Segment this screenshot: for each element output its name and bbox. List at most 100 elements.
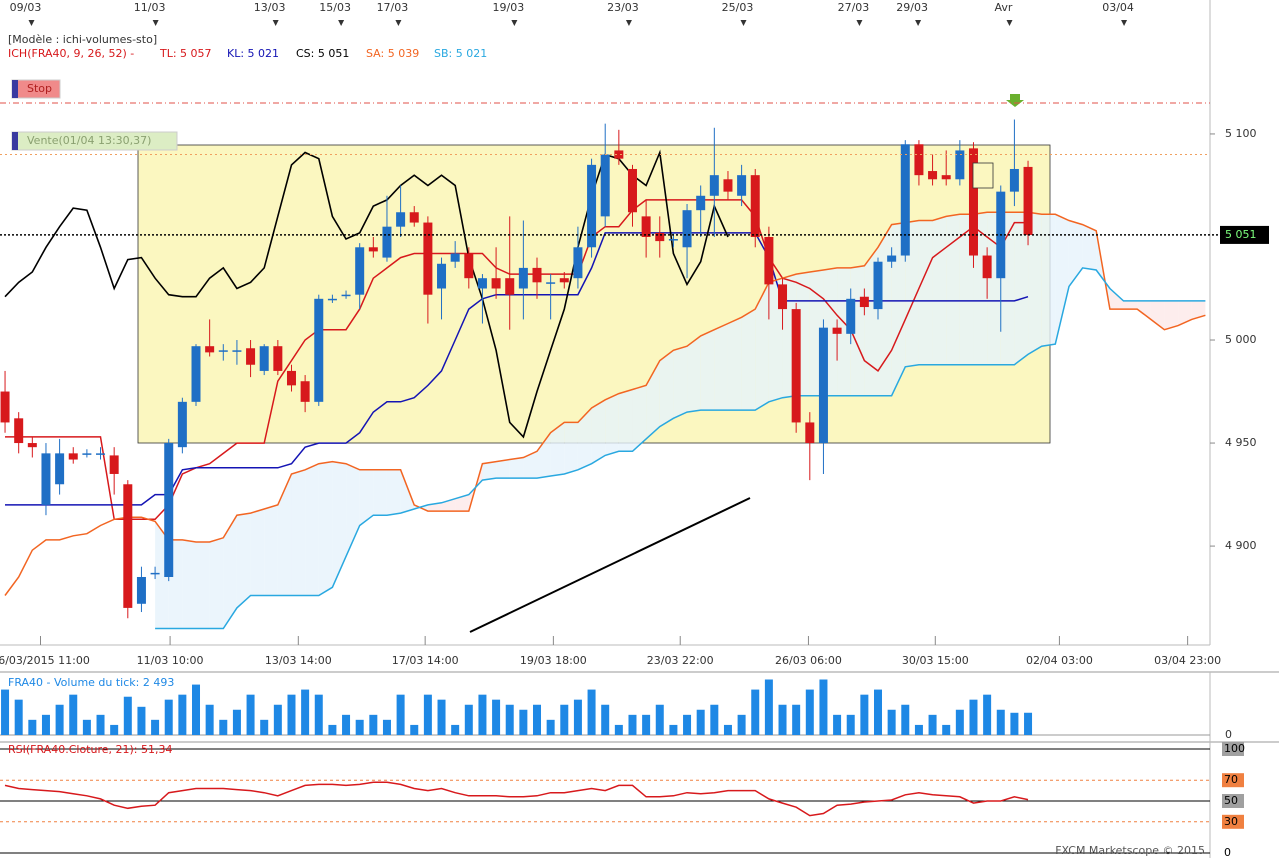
volume-bar [69,694,78,735]
candle-body [778,284,788,310]
indicator-line [5,199,1028,521]
marker-box [972,162,994,189]
signal-arrow [1006,94,1024,107]
volume-bar [28,719,37,735]
candle-body [737,175,747,196]
cloud [618,389,633,452]
volume-bar [464,704,473,735]
x-tick-label: 19/03 18:00 [520,654,587,667]
volume-bar [642,714,651,735]
date-tick [511,20,518,26]
volume-bar [96,714,105,735]
volume-bar [246,694,255,735]
level-label: Stop [27,82,52,95]
candle-body [641,216,651,237]
candle-body [396,212,406,227]
candle-body [191,346,201,402]
x-tick-label: 03/04 23:00 [1154,654,1221,667]
cloud [700,329,715,411]
cloud [359,469,374,526]
candle-body [846,298,856,334]
x-tick-label: 30/03 15:00 [902,654,969,667]
candle-body [764,236,774,285]
candle-body [477,278,487,289]
cloud [496,459,510,479]
volume-bar [123,696,132,735]
x-tick-label: 11/03 10:00 [137,654,204,667]
cloud [1028,212,1042,355]
volume-bar [260,719,269,735]
candle-body [205,346,215,353]
candle-body [914,144,924,176]
date-tick [395,20,402,26]
cloud [727,317,742,411]
candle-body [409,212,419,223]
cloud [209,537,224,629]
candle-body [627,168,637,213]
x-tick-label: 17/03 14:00 [392,654,459,667]
volume-bar [1024,712,1033,735]
volume-bar [710,704,719,735]
candle-body [164,443,174,577]
candle-body [0,391,10,423]
volume-bar [328,724,337,735]
cloud [455,494,469,512]
y-tick-label: 30 [1224,815,1238,828]
panel-title: FRA40 - Volume du tick: 2 493 [8,676,174,689]
cloud [1123,300,1138,310]
volume-bar [546,719,555,735]
volume-bar [833,714,842,735]
candle-body [532,267,542,283]
volume-bar [723,724,732,735]
cloud [1068,220,1083,287]
cloud [932,216,947,365]
date-tick [856,20,863,26]
volume-bar [751,689,760,735]
cloud [291,469,306,596]
volume-bar [369,714,378,735]
indicator-line [155,267,1206,630]
volume-bar [573,699,582,735]
candle-body [286,370,296,386]
candle-body [437,263,447,289]
date-tick-label: 27/03 [838,1,870,14]
cloud [591,399,606,464]
y-tick-box [1222,773,1244,788]
date-tick-label: 13/03 [254,1,286,14]
volume-bar [846,714,855,735]
volume-bar [683,714,692,735]
candle-body [246,348,256,365]
level-label: Vente(01/04 13:30,37) [27,134,151,147]
volume-bar [478,694,487,735]
candle-body [791,309,801,423]
candle-body [55,453,65,485]
cloud [564,422,578,474]
volume-bar [437,699,446,735]
volume-bar [519,709,528,735]
y-tick-label: 5 000 [1225,333,1257,346]
volume-bar [451,724,460,735]
cloud [1150,300,1165,330]
volume-bar [410,724,419,735]
candle-body [150,572,160,575]
candle-body [1023,166,1033,235]
candle-body [368,247,378,252]
last-price-box [1220,225,1269,244]
candle-body [655,232,665,242]
cloud [741,309,756,411]
candle-body [900,144,910,256]
candle-body [218,350,228,352]
volume-bar [696,709,705,735]
volume-bar [232,709,241,735]
cloud [1137,300,1151,320]
volume-bar [178,694,187,735]
cloud [755,282,769,411]
candle-body [968,148,978,256]
candle-body [355,247,365,295]
template-label: [Modèle : ichi-volumes-sto] [8,33,157,46]
candle-body [41,453,51,505]
volume-bar [805,689,814,735]
cloud [1014,212,1029,365]
volume-bar [628,714,637,735]
volume-bar [655,704,664,735]
